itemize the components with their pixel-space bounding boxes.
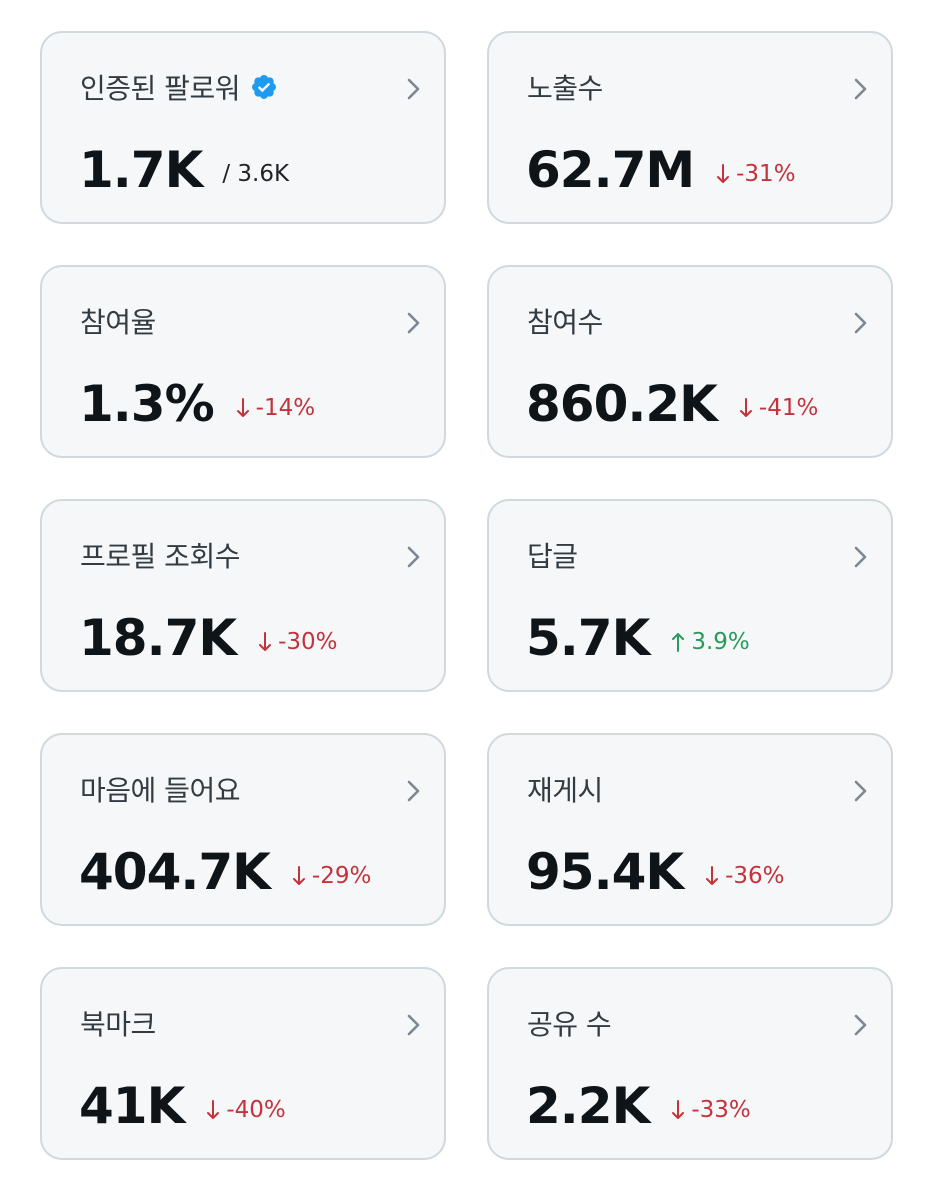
chevron-right-icon <box>854 78 867 100</box>
arrow-down-icon <box>706 866 719 885</box>
card-label-row: 답글 <box>527 535 578 575</box>
arrow-down-icon <box>739 398 752 417</box>
arrow-down-icon <box>236 398 249 417</box>
chevron-right-icon <box>854 780 867 802</box>
metric-card-profile-visits[interactable]: 프로필 조회수 18.7K -30% <box>40 499 446 692</box>
card-label: 답글 <box>527 540 578 573</box>
card-label: 북마크 <box>80 1008 156 1041</box>
card-label-row: 참여율 <box>80 301 156 341</box>
card-label: 참여율 <box>80 306 156 339</box>
card-label-row: 프로필 조회수 <box>80 535 240 575</box>
arrow-up-icon <box>672 633 685 652</box>
metric-value: 5.7K <box>526 609 650 667</box>
metric-value: 95.4K <box>526 843 684 901</box>
chevron-right-icon <box>407 312 420 334</box>
metric-card-impressions[interactable]: 노출수 62.7M -31% <box>487 31 893 224</box>
metric-card-shares[interactable]: 공유 수 2.2K -33% <box>487 967 893 1160</box>
metric-delta-value: -33% <box>691 1097 751 1123</box>
metric-value: 1.3% <box>79 375 215 433</box>
card-label-row: 노출수 <box>527 67 603 107</box>
card-value-row: 1.3% -14% <box>79 371 315 437</box>
arrow-down-icon <box>292 866 305 885</box>
card-value-row: 18.7K -30% <box>79 605 338 671</box>
card-value-row: 2.2K -33% <box>526 1073 751 1139</box>
metric-delta: -31% <box>716 161 796 187</box>
metric-card-engagement-rate[interactable]: 참여율 1.3% -14% <box>40 265 446 458</box>
card-label: 재게시 <box>527 774 603 807</box>
card-label: 마음에 들어요 <box>80 774 240 807</box>
metric-delta-value: -36% <box>725 863 785 889</box>
metric-delta: -41% <box>739 395 818 421</box>
metric-card-engagements[interactable]: 참여수 860.2K -41% <box>487 265 893 458</box>
metric-value: 1.7K <box>79 141 203 199</box>
metric-delta: -14% <box>236 395 315 421</box>
chevron-right-icon <box>407 1014 420 1036</box>
metric-value: 2.2K <box>526 1077 650 1135</box>
card-label-row: 재게시 <box>527 769 603 809</box>
metric-card-bookmarks[interactable]: 북마크 41K -40% <box>40 967 446 1160</box>
chevron-right-icon <box>407 546 420 568</box>
metric-delta-value: -40% <box>226 1097 286 1123</box>
card-label: 참여수 <box>527 306 603 339</box>
metric-delta: 3.9% <box>671 629 750 655</box>
metric-value: 18.7K <box>79 609 237 667</box>
metric-delta-value: 3.9% <box>691 629 750 655</box>
arrow-down-icon <box>259 632 272 651</box>
metric-delta-value: -41% <box>758 395 819 421</box>
card-label-row: 북마크 <box>80 1003 156 1043</box>
metric-delta-value: -14% <box>255 395 316 421</box>
card-value-row: 41K -40% <box>79 1073 286 1139</box>
chevron-right-icon <box>854 1014 867 1036</box>
card-value-row: 1.7K / 3.6K <box>79 137 289 203</box>
chevron-right-icon <box>407 780 420 802</box>
card-value-row: 95.4K -36% <box>526 839 785 905</box>
metric-delta: -30% <box>258 629 338 655</box>
metric-card-verified-followers[interactable]: 인증된 팔로워 1.7K / 3.6K <box>40 31 446 224</box>
metric-delta: -36% <box>705 863 785 889</box>
metric-delta-value: -31% <box>736 161 796 187</box>
verified-badge-icon <box>252 75 276 99</box>
metric-value: 62.7M <box>526 141 695 199</box>
metric-delta: -29% <box>292 863 371 889</box>
metric-value: 41K <box>79 1077 185 1135</box>
arrow-down-icon <box>672 1100 685 1119</box>
chevron-right-icon <box>854 312 867 334</box>
card-label-row: 마음에 들어요 <box>80 769 240 809</box>
metric-total: / 3.6K <box>222 161 290 187</box>
card-value-row: 860.2K -41% <box>526 371 818 437</box>
card-label: 노출수 <box>527 72 603 105</box>
card-label-row: 공유 수 <box>527 1003 612 1043</box>
chevron-right-icon <box>854 546 867 568</box>
metric-card-likes[interactable]: 마음에 들어요 404.7K -29% <box>40 733 446 926</box>
metric-delta: -40% <box>206 1097 286 1123</box>
metric-delta-value: -30% <box>278 629 338 655</box>
card-value-row: 404.7K -29% <box>79 839 371 905</box>
card-value-row: 62.7M -31% <box>526 137 796 203</box>
card-value-row: 5.7K 3.9% <box>526 605 750 671</box>
metric-value: 404.7K <box>79 843 271 901</box>
arrow-down-icon <box>717 164 730 183</box>
card-label: 공유 수 <box>527 1008 612 1041</box>
card-label: 인증된 팔로워 <box>80 72 240 105</box>
metric-delta: -33% <box>671 1097 751 1123</box>
metric-delta-value: -29% <box>311 863 372 889</box>
metric-card-reposts[interactable]: 재게시 95.4K -36% <box>487 733 893 926</box>
chevron-right-icon <box>407 78 420 100</box>
metric-value: 860.2K <box>526 375 718 433</box>
card-label: 프로필 조회수 <box>80 540 240 573</box>
metric-card-replies[interactable]: 답글 5.7K 3.9% <box>487 499 893 692</box>
card-label-row: 참여수 <box>527 301 603 341</box>
arrow-down-icon <box>207 1100 220 1119</box>
card-label-row: 인증된 팔로워 <box>80 67 278 107</box>
